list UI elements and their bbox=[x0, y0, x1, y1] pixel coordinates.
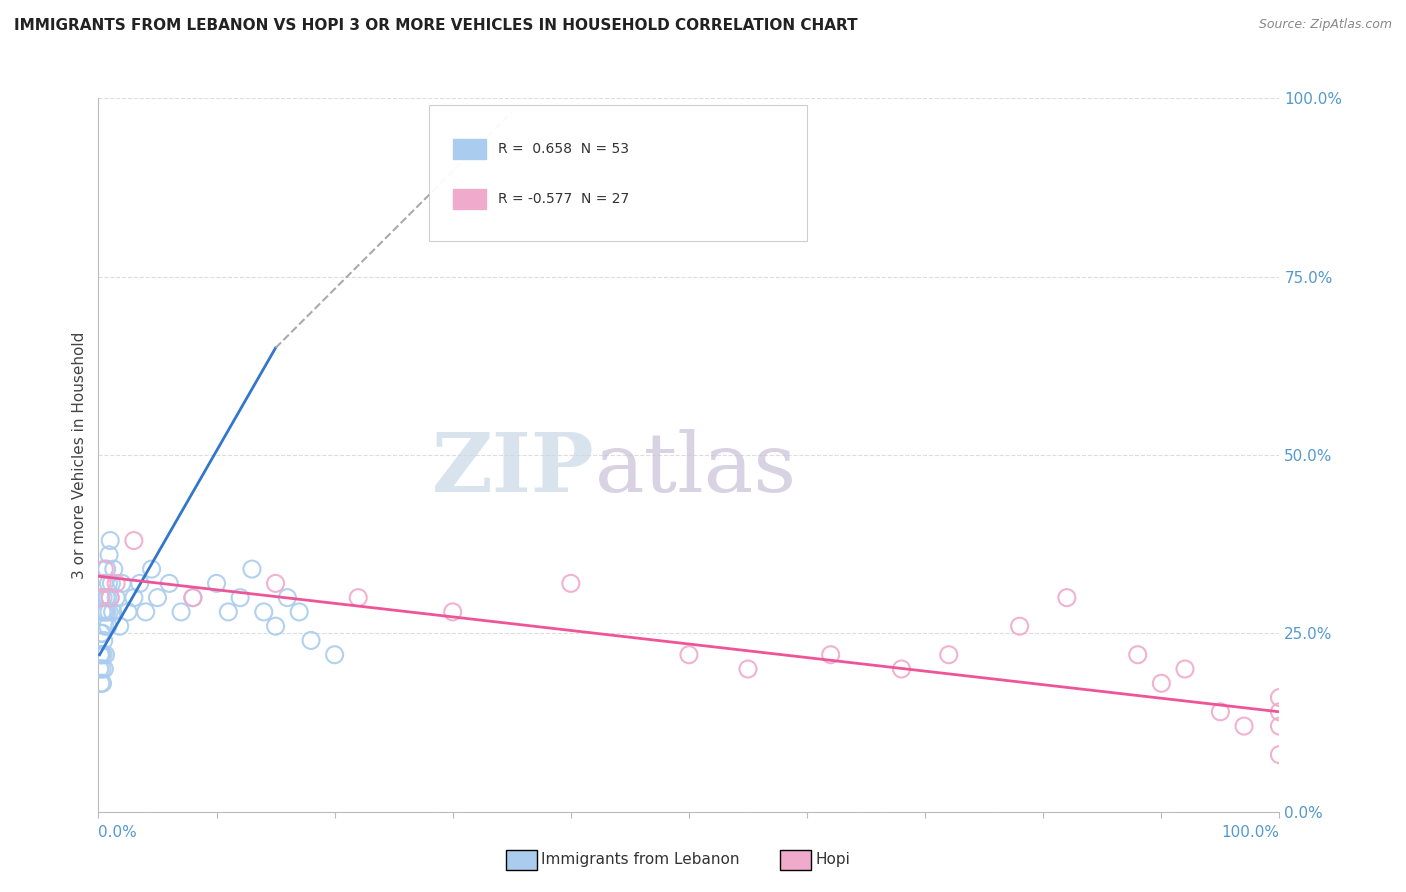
Point bbox=[146, 591, 169, 605]
Point bbox=[181, 591, 204, 605]
Text: 0.0%: 0.0% bbox=[98, 825, 138, 840]
Text: Immigrants from Lebanon: Immigrants from Lebanon bbox=[541, 853, 740, 867]
Point bbox=[90, 626, 112, 640]
Point bbox=[91, 676, 114, 690]
Point bbox=[98, 533, 121, 548]
Text: Source: ZipAtlas.com: Source: ZipAtlas.com bbox=[1258, 18, 1392, 31]
Point bbox=[122, 591, 145, 605]
Y-axis label: 3 or more Vehicles in Household: 3 or more Vehicles in Household bbox=[72, 331, 87, 579]
Point bbox=[128, 576, 150, 591]
Point bbox=[93, 562, 115, 576]
Point bbox=[98, 591, 121, 605]
Point bbox=[98, 548, 121, 562]
Point bbox=[97, 619, 120, 633]
Point bbox=[93, 633, 115, 648]
Point bbox=[97, 591, 120, 605]
Point bbox=[299, 633, 322, 648]
Point bbox=[111, 576, 134, 591]
Point bbox=[135, 605, 157, 619]
Point bbox=[157, 576, 180, 591]
Point bbox=[91, 576, 114, 591]
Point bbox=[94, 591, 117, 605]
Point bbox=[170, 605, 193, 619]
Point bbox=[264, 619, 287, 633]
Point bbox=[1209, 705, 1232, 719]
Point bbox=[93, 576, 115, 591]
Point bbox=[1268, 690, 1291, 705]
Point bbox=[1268, 705, 1291, 719]
Point bbox=[122, 533, 145, 548]
Point bbox=[89, 648, 111, 662]
Point bbox=[276, 591, 298, 605]
Point bbox=[229, 591, 252, 605]
Point bbox=[938, 648, 960, 662]
Point bbox=[117, 605, 139, 619]
Point bbox=[1150, 676, 1173, 690]
Point bbox=[94, 648, 117, 662]
Point bbox=[1233, 719, 1256, 733]
FancyBboxPatch shape bbox=[453, 139, 486, 159]
Point bbox=[91, 605, 114, 619]
Point bbox=[253, 605, 276, 619]
Point bbox=[890, 662, 912, 676]
Point bbox=[91, 662, 114, 676]
Point bbox=[97, 576, 120, 591]
Point bbox=[98, 605, 121, 619]
Point bbox=[91, 626, 114, 640]
Point bbox=[101, 605, 124, 619]
Text: R = -0.577  N = 27: R = -0.577 N = 27 bbox=[498, 192, 628, 206]
Point bbox=[105, 591, 128, 605]
Text: ZIP: ZIP bbox=[432, 429, 595, 509]
Point bbox=[96, 605, 118, 619]
Text: 100.0%: 100.0% bbox=[1222, 825, 1279, 840]
Point bbox=[94, 619, 117, 633]
Point bbox=[323, 648, 346, 662]
Point bbox=[90, 676, 112, 690]
Point bbox=[560, 576, 582, 591]
Point bbox=[264, 576, 287, 591]
Point bbox=[89, 662, 111, 676]
FancyBboxPatch shape bbox=[453, 189, 486, 209]
Point bbox=[90, 591, 112, 605]
Point bbox=[90, 648, 112, 662]
Point bbox=[347, 591, 370, 605]
Point bbox=[205, 576, 228, 591]
Point bbox=[678, 648, 700, 662]
Point bbox=[1268, 747, 1291, 762]
Point bbox=[93, 605, 115, 619]
Point bbox=[141, 562, 163, 576]
Point bbox=[1056, 591, 1078, 605]
Point bbox=[181, 591, 204, 605]
Point bbox=[103, 562, 125, 576]
Point bbox=[91, 648, 114, 662]
Point bbox=[1174, 662, 1197, 676]
Point bbox=[105, 576, 128, 591]
Point bbox=[93, 662, 115, 676]
Point bbox=[96, 562, 118, 576]
Point bbox=[94, 605, 117, 619]
FancyBboxPatch shape bbox=[429, 105, 807, 241]
Point bbox=[217, 605, 239, 619]
Point bbox=[1268, 719, 1291, 733]
Text: R =  0.658  N = 53: R = 0.658 N = 53 bbox=[498, 142, 628, 156]
Point bbox=[108, 619, 131, 633]
Text: atlas: atlas bbox=[595, 429, 797, 509]
Point bbox=[1126, 648, 1149, 662]
Point bbox=[91, 591, 114, 605]
Point bbox=[441, 605, 464, 619]
Point bbox=[820, 648, 842, 662]
Point bbox=[737, 662, 759, 676]
Point bbox=[98, 591, 121, 605]
Text: Hopi: Hopi bbox=[815, 853, 851, 867]
Point bbox=[1008, 619, 1031, 633]
Text: IMMIGRANTS FROM LEBANON VS HOPI 3 OR MORE VEHICLES IN HOUSEHOLD CORRELATION CHAR: IMMIGRANTS FROM LEBANON VS HOPI 3 OR MOR… bbox=[14, 18, 858, 33]
Point bbox=[100, 576, 122, 591]
Point bbox=[240, 562, 263, 576]
Point bbox=[288, 605, 311, 619]
